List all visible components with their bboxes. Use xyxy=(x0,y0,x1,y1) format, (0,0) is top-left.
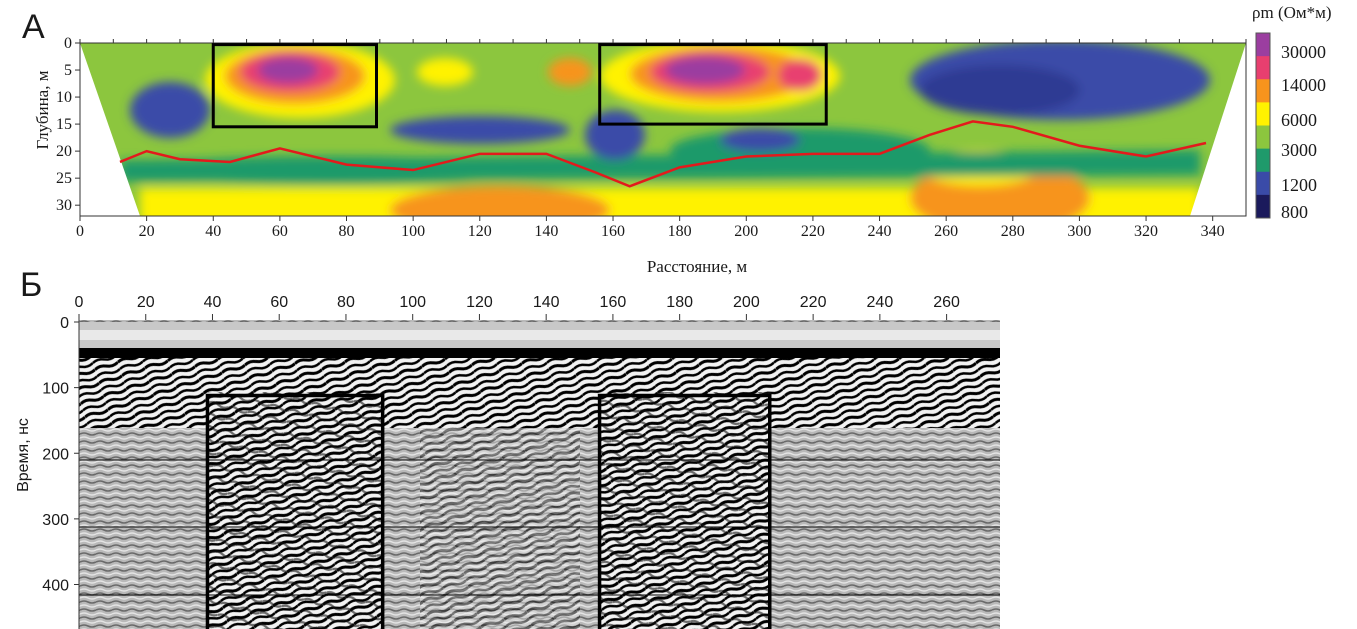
x-axis-b: 0 20 40 60 80 100 120 140 160 180 200 220 240 260 xyxy=(75,294,960,320)
x-axis-title-a: Расстояние, м xyxy=(647,257,748,276)
colorbar-label: 30000 xyxy=(1281,42,1326,62)
colorbar-segment xyxy=(1256,171,1270,196)
highlight-box xyxy=(597,393,772,629)
x-tick-label: 100 xyxy=(401,223,425,240)
x-tick-label: 200 xyxy=(734,223,758,240)
y-tick-label: 25 xyxy=(56,170,72,187)
x-tick-label: 60 xyxy=(270,294,288,311)
x-tick-label: 240 xyxy=(868,223,892,240)
y-axis-a: 0 5 10 15 20 25 30 xyxy=(56,35,80,214)
colorbar-segment xyxy=(1256,33,1270,57)
y-tick-label: 0 xyxy=(64,35,72,52)
panel-label-a: А xyxy=(22,8,45,46)
y-tick-label: 5 xyxy=(64,62,72,79)
x-tick-label: 220 xyxy=(801,223,825,240)
colorbar-label: 3000 xyxy=(1281,140,1317,160)
colorbar-segment xyxy=(1256,56,1270,80)
x-tick-label: 180 xyxy=(666,294,693,311)
x-tick-label: 100 xyxy=(399,294,426,311)
y-tick-label: 15 xyxy=(56,116,72,133)
highlight-boxes-b xyxy=(205,393,772,629)
resistivity-section: 0 20 40 60 80 100 120 140 160 180 200 220 240 260 280 3… xyxy=(33,35,1247,276)
colorbar-title: ρm (Ом*м) xyxy=(1252,3,1332,22)
x-tick-label: 340 xyxy=(1201,223,1225,240)
x-tick-label: 220 xyxy=(800,294,827,311)
colorbar-segment xyxy=(1256,194,1270,219)
highlight-box xyxy=(598,43,828,126)
highlight-box xyxy=(205,393,385,629)
colorbar-label: 6000 xyxy=(1281,110,1317,130)
top-tick-marks xyxy=(79,39,1247,43)
x-tick-label: 20 xyxy=(137,294,155,311)
colorbar-label: 1200 xyxy=(1281,175,1317,195)
x-tick-label: 140 xyxy=(534,223,558,240)
x-tick-label: 80 xyxy=(339,223,355,240)
x-tick-label: 240 xyxy=(867,294,894,311)
x-tick-label: 200 xyxy=(733,294,760,311)
panel-label-b: Б xyxy=(20,266,42,304)
x-tick-label: 40 xyxy=(204,294,222,311)
y-axis-title-b: Время, нс xyxy=(15,418,32,492)
x-tick-label: 320 xyxy=(1134,223,1158,240)
x-tick-label: 40 xyxy=(205,223,221,240)
colorbar-label: 800 xyxy=(1281,202,1308,222)
x-tick-label: 0 xyxy=(75,294,84,311)
radargram: 0 20 40 60 80 100 120 140 160 180 200 220 240 260 0 10… xyxy=(15,294,1000,629)
x-tick-label: 0 xyxy=(76,223,84,240)
y-tick-label: 300 xyxy=(42,512,69,529)
y-tick-label: 10 xyxy=(56,89,72,106)
x-tick-label: 280 xyxy=(1001,223,1025,240)
highlight-box xyxy=(211,43,378,129)
x-tick-label: 300 xyxy=(1067,223,1091,240)
resistivity-fill xyxy=(80,43,1246,216)
x-tick-label: 260 xyxy=(933,294,960,311)
x-tick-label: 140 xyxy=(533,294,560,311)
x-tick-label: 180 xyxy=(668,223,692,240)
x-tick-label: 20 xyxy=(139,223,155,240)
colorbar-segment xyxy=(1256,148,1270,173)
x-tick-label: 120 xyxy=(468,223,492,240)
y-tick-label: 100 xyxy=(42,381,69,398)
colorbar: ρm (Ом*м) 30000 14000 6000 3000 1200 800 xyxy=(1252,3,1332,222)
interface-line xyxy=(119,120,1207,188)
y-axis-title-a: Глубина, м xyxy=(33,70,52,149)
colorbar-segment xyxy=(1256,125,1270,150)
colorbar-label: 14000 xyxy=(1281,75,1326,95)
colorbar-segment xyxy=(1256,102,1270,126)
radargram-fill xyxy=(79,320,1000,629)
y-tick-label: 20 xyxy=(56,143,72,160)
x-tick-label: 160 xyxy=(600,294,627,311)
x-tick-label: 80 xyxy=(337,294,355,311)
highlight-boxes-a xyxy=(211,43,828,129)
y-tick-label: 0 xyxy=(60,315,69,332)
colorbar-segment xyxy=(1256,79,1270,103)
x-axis-a: 0 20 40 60 80 100 120 140 160 180 200 220 240 260 280 3… xyxy=(76,216,1225,240)
y-tick-label: 30 xyxy=(56,197,72,214)
y-tick-label: 200 xyxy=(42,446,69,463)
x-tick-label: 160 xyxy=(601,223,625,240)
x-tick-label: 120 xyxy=(466,294,493,311)
x-tick-label: 60 xyxy=(272,223,288,240)
y-axis-b: 0 100 200 300 400 xyxy=(42,315,79,595)
y-tick-label: 400 xyxy=(42,578,69,595)
x-tick-label: 260 xyxy=(934,223,958,240)
